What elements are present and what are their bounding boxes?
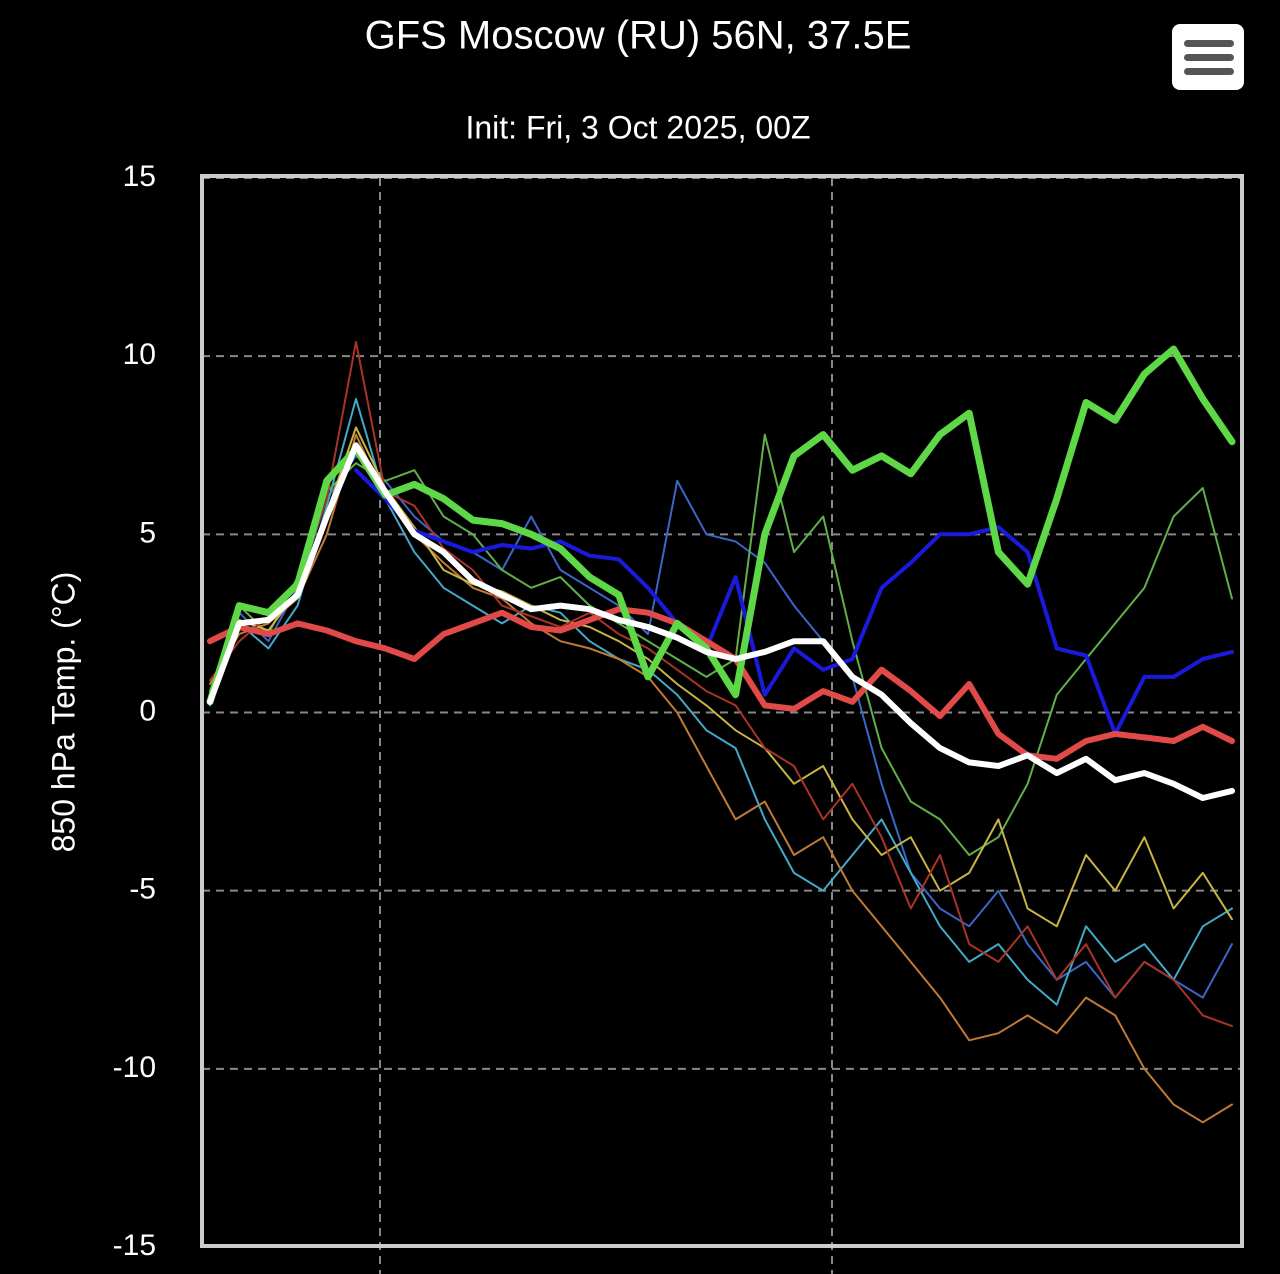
menu-bar xyxy=(1184,68,1234,75)
series-line xyxy=(209,426,1233,928)
plot-frame xyxy=(200,174,1244,1248)
y-tick-label: 15 xyxy=(123,160,156,193)
y-tick-label: 5 xyxy=(139,516,156,549)
y-axis-label: 850 hPa Temp. (°C) xyxy=(45,572,81,853)
series-line xyxy=(354,468,1234,736)
y-tick-label: -5 xyxy=(129,873,156,906)
series-line xyxy=(207,442,1235,801)
chart-subtitle: Init: Fri, 3 Oct 2025, 00Z xyxy=(465,109,810,145)
chart-title: GFS Moscow (RU) 56N, 37.5E xyxy=(365,14,912,58)
y-tick-label: -15 xyxy=(113,1229,156,1262)
series-line xyxy=(209,340,1233,1028)
y-tick-label: 0 xyxy=(139,694,156,727)
menu-button[interactable] xyxy=(1172,24,1244,90)
series-line xyxy=(207,606,1235,762)
menu-bar xyxy=(1184,40,1234,47)
menu-bar xyxy=(1184,54,1234,61)
y-tick-label: -10 xyxy=(113,1051,156,1084)
y-tick-label: 10 xyxy=(123,338,156,371)
